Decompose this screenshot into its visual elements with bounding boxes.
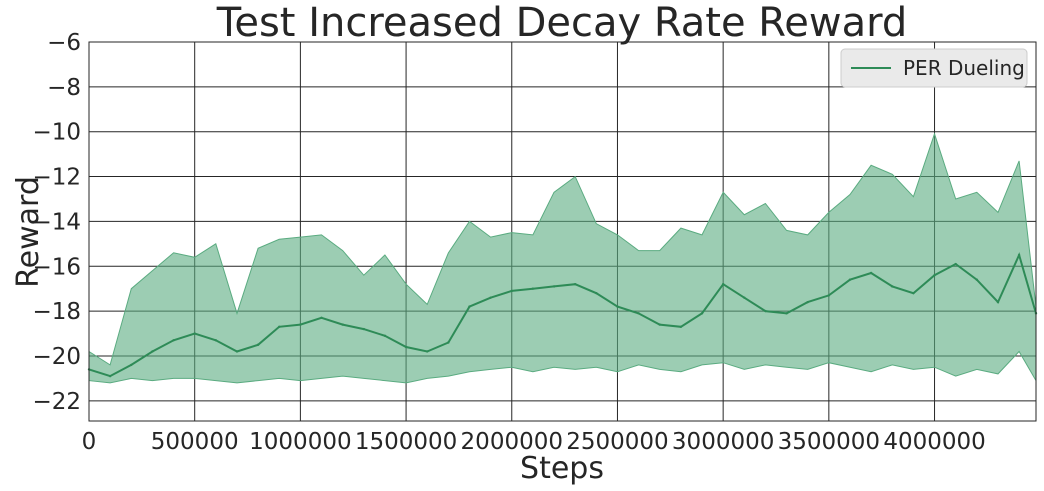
series-band	[88, 132, 1037, 384]
data-point	[848, 278, 852, 281]
data-point	[764, 309, 767, 313]
y-axis-title: Reward	[11, 176, 46, 288]
data-point	[743, 296, 746, 299]
y-tick-label: −8	[47, 75, 81, 101]
data-point	[193, 332, 196, 335]
x-tick-label: 3000000	[672, 429, 774, 455]
data-point	[108, 374, 112, 378]
data-point	[552, 285, 556, 288]
data-point	[658, 323, 661, 326]
data-point	[891, 285, 894, 288]
data-point	[320, 316, 323, 320]
chart-title: Test Increased Decay Rate Reward	[216, 0, 908, 46]
data-point	[362, 327, 365, 331]
y-tick-label: −14	[32, 209, 81, 235]
plot-frame	[88, 41, 1037, 422]
data-point	[573, 283, 577, 286]
y-tick-labels: −22 −20 −18 −16 −14 −12 −10 −8 −6	[32, 30, 81, 415]
y-tick-label: −10	[32, 120, 81, 146]
data-point	[299, 323, 302, 326]
data-point	[785, 312, 788, 315]
series-line	[88, 252, 1037, 378]
legend-label: PER Dueling	[903, 56, 1025, 80]
data-point	[996, 300, 1000, 304]
data-point	[975, 278, 979, 281]
data-point	[278, 325, 281, 329]
x-tick-label: 2500000	[566, 429, 668, 455]
x-tick-label: 2000000	[461, 429, 563, 455]
data-point	[172, 339, 175, 342]
data-point	[447, 341, 450, 344]
data-point	[531, 287, 535, 290]
data-point	[235, 350, 239, 353]
data-point	[256, 343, 260, 346]
data-point	[954, 262, 957, 266]
data-point	[468, 305, 471, 308]
legend-box	[840, 48, 1028, 88]
x-tick-label: 1000000	[249, 429, 351, 455]
data-point	[595, 291, 598, 295]
data-point	[806, 300, 809, 304]
x-tick-label: 4000000	[883, 429, 985, 455]
x-tick-label: 500000	[151, 429, 239, 455]
band-layer	[88, 132, 1037, 384]
y-tick-label: −18	[32, 299, 81, 325]
y-tick-label: −22	[32, 389, 81, 415]
x-tick-label: 1500000	[355, 429, 457, 455]
data-point	[933, 274, 936, 277]
line-layer	[87, 252, 1038, 378]
data-point	[383, 334, 387, 337]
legend[interactable]: PER Dueling	[840, 48, 1028, 88]
data-point	[341, 323, 344, 326]
data-point	[616, 305, 619, 308]
y-tick-label: −20	[32, 344, 81, 370]
x-axis-title: Steps	[520, 451, 604, 486]
data-point	[721, 283, 725, 286]
y-tick-label: −12	[32, 165, 81, 191]
data-point	[700, 312, 704, 315]
data-point	[827, 294, 831, 297]
data-point	[637, 312, 640, 315]
data-point	[130, 363, 133, 367]
data-point	[489, 296, 492, 299]
data-point	[869, 271, 873, 275]
data-point	[912, 291, 915, 295]
data-point	[151, 350, 154, 353]
x-tick-label: 3500000	[778, 429, 880, 455]
data-point	[510, 289, 513, 293]
data-point	[679, 325, 683, 329]
data-point	[214, 339, 218, 342]
y-tick-label: −16	[32, 254, 81, 280]
x-tick-label: 0	[82, 429, 97, 455]
x-tick-labels: 0 500000 1000000 1500000 2000000 2500000 30000…	[82, 429, 986, 455]
y-tick-label: −6	[47, 30, 81, 56]
data-point	[404, 345, 408, 349]
data-point	[1017, 253, 1021, 257]
data-point	[426, 350, 429, 353]
